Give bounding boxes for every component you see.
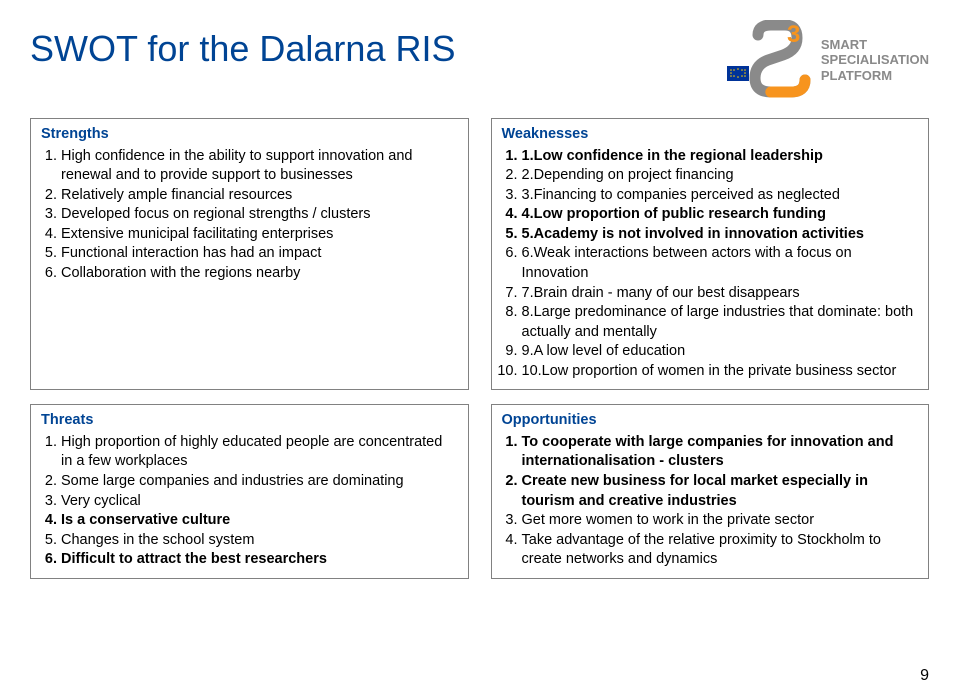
weaknesses-heading: Weaknesses (502, 125, 919, 145)
weakness-item: 10.Low proportion of women in the privat… (522, 362, 919, 382)
header: SWOT for the Dalarna RIS 3 SMART SPECIAL… (30, 20, 929, 100)
swot-grid: Strengths High confidence in the ability… (30, 118, 929, 579)
weakness-item: 6.Weak interactions between actors with … (522, 244, 919, 283)
page-number: 9 (920, 667, 929, 685)
strength-item: High confidence in the ability to suppor… (61, 147, 458, 186)
svg-text:3: 3 (787, 21, 800, 48)
threat-item: Changes in the school system (61, 531, 458, 551)
s3-logo: 3 SMART SPECIALISATION PLATFORM (723, 20, 929, 100)
logo-text: SMART SPECIALISATION PLATFORM (821, 37, 929, 84)
weakness-item: 9.A low level of education (522, 342, 919, 362)
logo-line3: PLATFORM (821, 68, 929, 84)
opportunities-heading: Opportunities (502, 411, 919, 431)
weaknesses-box: Weaknesses 1.Low confidence in the regio… (491, 118, 930, 390)
weakness-item: 3.Financing to companies perceived as ne… (522, 186, 919, 206)
weakness-item: 5.Academy is not involved in innovation … (522, 225, 919, 245)
strength-item: Collaboration with the regions nearby (61, 264, 458, 284)
threat-item: Difficult to attract the best researcher… (61, 550, 458, 570)
threats-box: Threats High proportion of highly educat… (30, 404, 469, 579)
weakness-item: 2.Depending on project financing (522, 166, 919, 186)
logo-line2: SPECIALISATION (821, 52, 929, 68)
strengths-box: Strengths High confidence in the ability… (30, 118, 469, 390)
threat-item: High proportion of highly educated peopl… (61, 433, 458, 472)
threat-item: Some large companies and industries are … (61, 472, 458, 492)
s3-logo-icon: 3 (723, 20, 813, 100)
opportunity-item: Get more women to work in the private se… (522, 511, 919, 531)
strength-item: Developed focus on regional strengths / … (61, 205, 458, 225)
strengths-heading: Strengths (41, 125, 458, 145)
strength-item: Extensive municipal facilitating enterpr… (61, 225, 458, 245)
weakness-item: 4.Low proportion of public research fund… (522, 205, 919, 225)
threat-item: Very cyclical (61, 492, 458, 512)
threats-heading: Threats (41, 411, 458, 431)
weakness-item: 1.Low confidence in the regional leaders… (522, 147, 919, 167)
weakness-item: 7.Brain drain - many of our best disappe… (522, 284, 919, 304)
threat-item: Is a conservative culture (61, 511, 458, 531)
strength-item: Relatively ample financial resources (61, 186, 458, 206)
strength-item: Functional interaction has had an impact (61, 244, 458, 264)
opportunity-item: Take advantage of the relative proximity… (522, 531, 919, 570)
opportunity-item: Create new business for local market esp… (522, 472, 919, 511)
logo-line1: SMART (821, 37, 929, 53)
opportunity-item: To cooperate with large companies for in… (522, 433, 919, 472)
opportunities-box: Opportunities To cooperate with large co… (491, 404, 930, 579)
weakness-item: 8.Large predominance of large industries… (522, 303, 919, 342)
page-title: SWOT for the Dalarna RIS (30, 28, 455, 70)
